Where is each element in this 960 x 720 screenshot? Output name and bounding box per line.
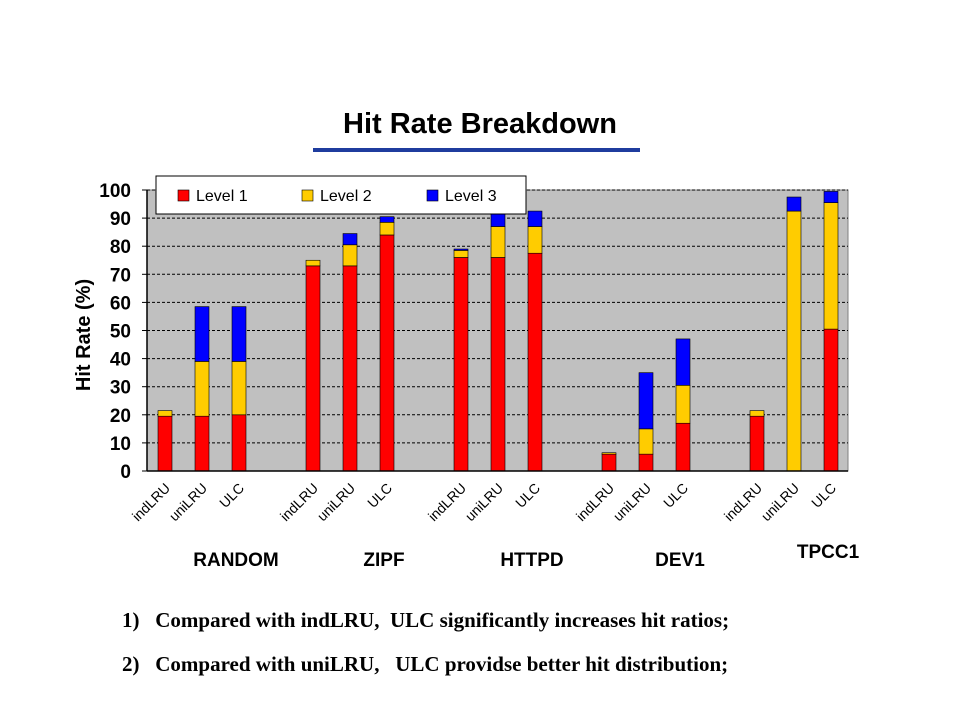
bar-segment [749, 410, 765, 417]
legend-label: Level 1 [196, 188, 248, 205]
note-2: 2) Compared with uniLRU, ULC providse be… [122, 652, 729, 676]
bar-segment [379, 234, 395, 472]
bar-segment [342, 233, 358, 246]
chart-title: Hit Rate Breakdown [343, 108, 617, 140]
bar-segment [823, 191, 839, 203]
bar-segment [675, 338, 691, 386]
bar-segment [490, 257, 506, 472]
group-label: HTTPD [500, 550, 563, 571]
bar-segment [379, 216, 395, 223]
y-tick-label: 20 [110, 406, 131, 427]
legend-label: Level 2 [320, 188, 372, 205]
x-tick-label: ULC [512, 480, 543, 511]
legend-label: Level 3 [445, 188, 497, 205]
bar-segment [453, 250, 469, 258]
x-tick-label: indLRU [277, 480, 321, 524]
legend-swatch [177, 189, 190, 202]
y-axis-label: Hit Rate (%) [73, 279, 95, 391]
y-tick-label: 0 [120, 462, 131, 483]
bar-segment [342, 244, 358, 267]
bar-segment [601, 452, 617, 455]
bar-segment [157, 415, 173, 472]
bar-segment [194, 415, 210, 472]
bar-segment [823, 328, 839, 472]
bar-segment [527, 226, 543, 254]
x-tick-label: uniLRU [166, 480, 210, 524]
legend: Level 1 Level 2 Level 3 [155, 175, 527, 215]
group-label: DEV1 [655, 550, 705, 571]
x-tick-label: ULC [364, 480, 395, 511]
bar-segment [638, 428, 654, 455]
bar-segment [786, 196, 802, 212]
legend-swatch [301, 189, 314, 202]
x-tick-label: uniLRU [758, 480, 802, 524]
x-tick-label: indLRU [425, 480, 469, 524]
x-tick-label: indLRU [129, 480, 173, 524]
y-tick-label: 90 [110, 209, 131, 230]
bar-segment [194, 361, 210, 417]
x-tick-label: uniLRU [610, 480, 654, 524]
bar-segment [305, 259, 321, 267]
bar-segment [527, 210, 543, 227]
bar-segment [601, 453, 617, 472]
bar-segment [157, 410, 173, 417]
bar-segment [490, 226, 506, 258]
bar-segment [379, 222, 395, 236]
bar-segment [638, 453, 654, 472]
bar-segment [453, 257, 469, 472]
bar-segment [231, 306, 247, 362]
group-label: ZIPF [363, 550, 404, 571]
bar-segment [305, 265, 321, 472]
bar-segment [786, 210, 802, 472]
x-tick-label: indLRU [721, 480, 765, 524]
x-tick-label: uniLRU [314, 480, 358, 524]
x-tick-label: ULC [808, 480, 839, 511]
bar-segment [823, 202, 839, 330]
x-tick-label: ULC [216, 480, 247, 511]
bar-segment [527, 252, 543, 472]
y-tick-label: 70 [110, 265, 131, 286]
y-tick-label: 10 [110, 434, 131, 455]
bar-segment [342, 265, 358, 472]
bar-segment [194, 306, 210, 362]
group-label: TPCC1 [797, 542, 860, 563]
bars [157, 191, 839, 472]
bar-segment [638, 372, 654, 430]
bar-segment [231, 414, 247, 472]
legend-swatch [426, 189, 439, 202]
note-1: 1) Compared with indLRU, ULC significant… [122, 608, 730, 632]
group-label: RANDOM [193, 550, 279, 571]
bar-segment [231, 361, 247, 416]
x-tick-label: ULC [660, 480, 691, 511]
x-tick-label: indLRU [573, 480, 617, 524]
y-tick-label: 60 [110, 293, 131, 314]
bar-segment [675, 422, 691, 472]
y-tick-label: 30 [110, 378, 131, 399]
bar-segment [675, 384, 691, 424]
legend-box [155, 175, 527, 215]
bar-segment [453, 248, 469, 251]
y-tick-label: 80 [110, 237, 131, 258]
y-tick-label: 50 [110, 322, 131, 343]
x-tick-label: uniLRU [462, 480, 506, 524]
y-tick-label: 100 [99, 181, 131, 202]
bar-segment [749, 415, 765, 472]
title-underline [313, 148, 640, 152]
y-tick-label: 40 [110, 350, 131, 371]
